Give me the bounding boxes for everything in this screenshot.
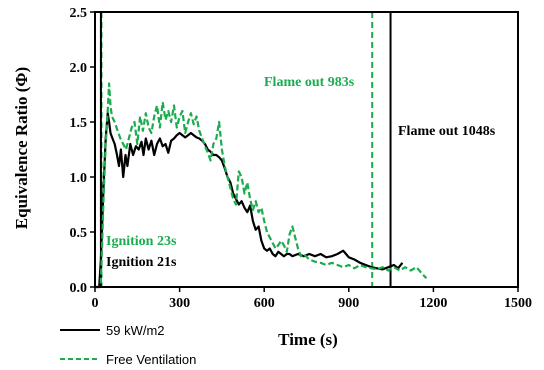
x-tick-label: 300 — [169, 296, 190, 311]
y-tick-label: 2.0 — [70, 61, 88, 76]
y-tick-label: 1.5 — [70, 116, 88, 131]
y-tick-label: 0.5 — [70, 226, 88, 241]
y-tick-label: 0.0 — [70, 281, 88, 296]
plot-border — [94, 11, 519, 288]
x-axis-title: Time (s) — [278, 330, 338, 349]
series-line-59kw — [95, 112, 404, 289]
plot-area — [95, 12, 428, 289]
legend: 59 kW/m2 Free Ventilation — [60, 323, 196, 367]
annotation-flame-out-1048: Flame out 1048s — [398, 124, 496, 139]
x-tick-label: 1200 — [419, 296, 447, 311]
x-tick-label: 0 — [92, 296, 99, 311]
series-line-free-ventilation — [95, 82, 428, 289]
x-tick-label: 1500 — [504, 296, 532, 311]
axes: 0 300 600 900 1200 1500 0.0 0.5 1.0 1.5 2.0 2.5 — [70, 6, 533, 311]
legend-label-59kw: 59 kW/m2 — [106, 323, 165, 338]
y-tick-label: 2.5 — [70, 6, 88, 21]
annotation-ignition-23: Ignition 23s — [106, 234, 177, 249]
legend-label-free-ventilation: Free Ventilation — [106, 352, 196, 367]
y-axis-title: Equivalence Ratio (Φ) — [12, 67, 31, 229]
y-tick-label: 1.0 — [70, 171, 88, 186]
annotation-flame-out-983: Flame out 983s — [264, 75, 355, 90]
x-tick-label: 600 — [254, 296, 275, 311]
x-tick-label: 900 — [338, 296, 359, 311]
annotation-ignition-21: Ignition 21s — [106, 255, 177, 270]
